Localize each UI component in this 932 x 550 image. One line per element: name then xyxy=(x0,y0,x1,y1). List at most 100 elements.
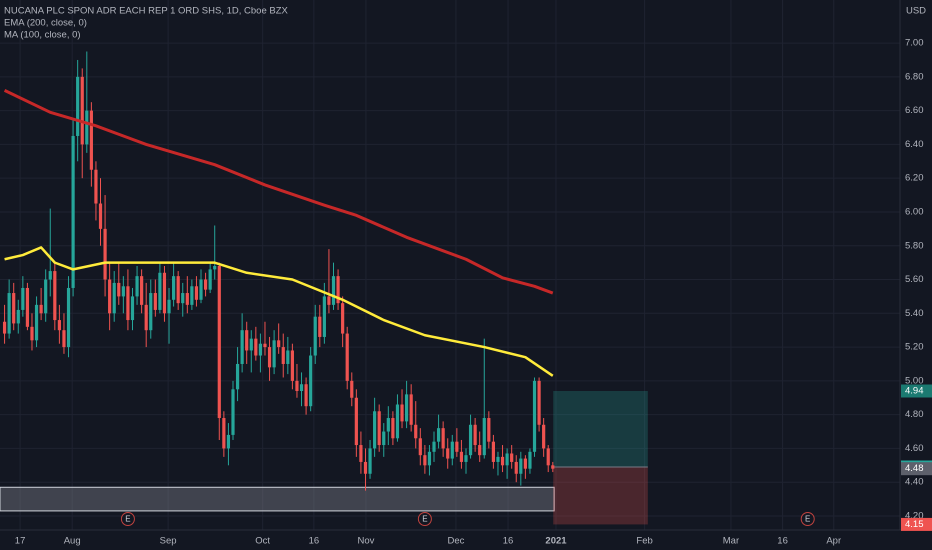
candle-body xyxy=(532,380,537,452)
event-marker xyxy=(800,512,815,526)
candle-body xyxy=(295,380,299,391)
candle-body xyxy=(167,299,171,314)
y-tick-label: 5.00 xyxy=(905,375,924,386)
candle-body xyxy=(418,438,422,456)
event-marker xyxy=(120,512,135,526)
candle-body xyxy=(57,320,61,331)
candle-body xyxy=(354,397,358,446)
price-tag xyxy=(901,517,932,531)
candle-body xyxy=(345,333,349,381)
candle-body xyxy=(30,326,34,341)
chart-title: NUCANA PLC SPON ADR EACH REP 1 ORD SHS, … xyxy=(4,6,289,17)
candle-body xyxy=(331,276,336,305)
candle-body xyxy=(144,304,148,331)
candle-body xyxy=(468,424,473,456)
candle-body xyxy=(39,304,43,314)
candle-body xyxy=(25,287,30,327)
x-tick-label: Aug xyxy=(64,536,81,547)
x-tick-label: 16 xyxy=(503,536,514,547)
candle-body xyxy=(16,309,20,324)
candle-body xyxy=(309,355,313,407)
candle-body xyxy=(505,453,509,466)
candle-body xyxy=(181,293,185,304)
candle-body xyxy=(286,350,290,364)
candle-body xyxy=(432,441,436,452)
candle-body xyxy=(71,135,75,288)
currency-label: USD xyxy=(906,6,926,17)
candle-body xyxy=(66,287,71,348)
x-tick-label: Apr xyxy=(826,536,841,547)
candle-body xyxy=(153,293,157,310)
y-tick-label: 4.40 xyxy=(905,477,924,488)
candle-body xyxy=(172,276,176,300)
candle-body xyxy=(62,330,66,348)
candle-body xyxy=(277,340,281,348)
candle-body xyxy=(85,110,89,145)
candle-body xyxy=(382,431,386,446)
candle-body xyxy=(496,456,500,462)
x-tick-label: 17 xyxy=(15,536,26,547)
candle-body xyxy=(199,279,203,300)
candle-body xyxy=(482,418,486,456)
candle-body xyxy=(487,418,491,442)
candle-body xyxy=(350,380,354,398)
candle-body xyxy=(290,350,294,381)
candle-body xyxy=(231,389,235,435)
candle-body xyxy=(409,394,413,425)
price-tag-label: 4.94 xyxy=(905,386,924,397)
profit-zone xyxy=(553,390,648,468)
candle-body xyxy=(510,453,514,462)
candle-body xyxy=(121,286,125,297)
event-label: E xyxy=(125,515,130,524)
candle-body xyxy=(12,293,16,324)
candle-body xyxy=(386,418,390,432)
candle-body xyxy=(117,282,121,297)
candle-body xyxy=(281,347,285,364)
candle-body xyxy=(313,316,317,356)
candle-body xyxy=(130,296,135,321)
event-label: E xyxy=(805,515,810,524)
legend-entry: MA (100, close, 0) xyxy=(4,30,81,41)
candle-body xyxy=(427,451,432,466)
y-tick-label: 7.00 xyxy=(905,38,924,49)
candle-body xyxy=(299,384,304,391)
indicator-line xyxy=(4,246,554,377)
candle-body xyxy=(135,276,139,297)
candle-body xyxy=(126,286,130,321)
candle-body xyxy=(455,441,459,452)
price-tag xyxy=(901,384,932,398)
candle-body xyxy=(80,76,84,145)
candle-body xyxy=(226,434,231,449)
legend-entry: EMA (200, close, 0) xyxy=(4,18,87,29)
candle-body xyxy=(528,451,532,469)
y-tick-label: 5.80 xyxy=(905,240,924,251)
y-tick-label: 6.60 xyxy=(905,105,924,116)
candle-body xyxy=(149,293,153,331)
candle-body xyxy=(395,404,400,439)
candle-body xyxy=(436,428,441,442)
candle-body xyxy=(519,458,523,474)
candle-body xyxy=(318,316,322,337)
candle-body xyxy=(249,338,253,351)
x-tick-label: 2021 xyxy=(545,536,567,547)
candle-body xyxy=(94,169,98,204)
candle-body xyxy=(222,418,226,449)
candle-body xyxy=(373,411,377,449)
candle-body xyxy=(103,228,107,280)
candle-body xyxy=(203,279,208,290)
candle-body xyxy=(341,303,345,334)
price-tag-label: 4.15 xyxy=(905,519,924,530)
y-tick-label: 4.80 xyxy=(905,409,924,420)
candle-body xyxy=(414,424,418,439)
event-label: E xyxy=(422,515,427,524)
candle-body xyxy=(108,279,112,314)
candle-body xyxy=(240,330,244,364)
candle-body xyxy=(537,380,541,425)
candle-body xyxy=(213,266,217,270)
x-tick-label: Sep xyxy=(160,536,177,547)
candle-body xyxy=(34,304,39,341)
candle-body xyxy=(76,76,80,136)
candle-body xyxy=(377,411,381,446)
